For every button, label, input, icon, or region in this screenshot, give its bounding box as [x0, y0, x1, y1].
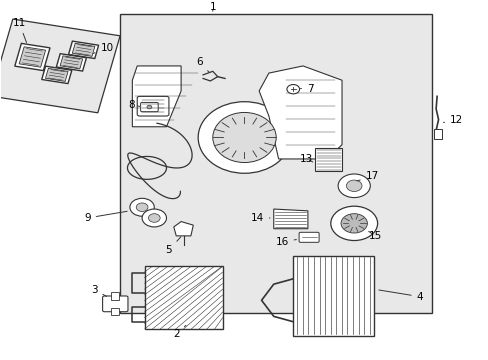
FancyBboxPatch shape — [137, 96, 168, 116]
Text: 3: 3 — [91, 284, 106, 296]
Bar — [144, 266, 222, 329]
Polygon shape — [273, 209, 307, 229]
Polygon shape — [45, 68, 68, 81]
FancyBboxPatch shape — [102, 296, 128, 312]
Bar — [433, 129, 442, 139]
Text: 9: 9 — [84, 211, 127, 223]
Polygon shape — [259, 66, 341, 159]
Polygon shape — [15, 44, 50, 71]
Text: 2: 2 — [173, 325, 185, 339]
Text: 14: 14 — [250, 213, 269, 223]
Polygon shape — [68, 41, 99, 59]
Text: 13: 13 — [300, 154, 313, 164]
Polygon shape — [173, 221, 193, 236]
Text: 12: 12 — [443, 115, 462, 125]
Bar — [315, 148, 341, 171]
Text: 1: 1 — [209, 2, 216, 12]
Bar — [120, 14, 431, 313]
Polygon shape — [56, 54, 86, 71]
Polygon shape — [132, 66, 181, 127]
Text: 16: 16 — [275, 237, 296, 247]
Polygon shape — [60, 56, 82, 69]
Text: 7: 7 — [300, 84, 313, 94]
Text: 6: 6 — [196, 57, 208, 72]
Text: 11: 11 — [13, 18, 26, 42]
Bar — [111, 308, 119, 315]
Bar — [293, 256, 373, 336]
Ellipse shape — [212, 112, 276, 162]
Polygon shape — [41, 66, 72, 84]
Text: 15: 15 — [368, 231, 381, 241]
Circle shape — [286, 85, 299, 94]
Polygon shape — [72, 43, 95, 57]
Text: 10: 10 — [93, 43, 113, 53]
Bar — [111, 292, 119, 300]
Circle shape — [330, 206, 377, 240]
Circle shape — [346, 180, 361, 192]
Text: 5: 5 — [165, 237, 181, 255]
FancyBboxPatch shape — [299, 232, 319, 242]
Circle shape — [340, 214, 366, 233]
FancyBboxPatch shape — [141, 103, 158, 112]
Polygon shape — [0, 19, 120, 113]
Circle shape — [147, 105, 152, 109]
Ellipse shape — [198, 102, 290, 173]
Circle shape — [130, 198, 154, 216]
Circle shape — [148, 214, 160, 222]
Circle shape — [337, 174, 369, 198]
Text: 17: 17 — [356, 171, 378, 181]
Polygon shape — [19, 47, 45, 67]
Text: 8: 8 — [128, 100, 140, 109]
Circle shape — [136, 203, 148, 212]
Circle shape — [142, 209, 166, 227]
Text: 4: 4 — [378, 290, 423, 302]
